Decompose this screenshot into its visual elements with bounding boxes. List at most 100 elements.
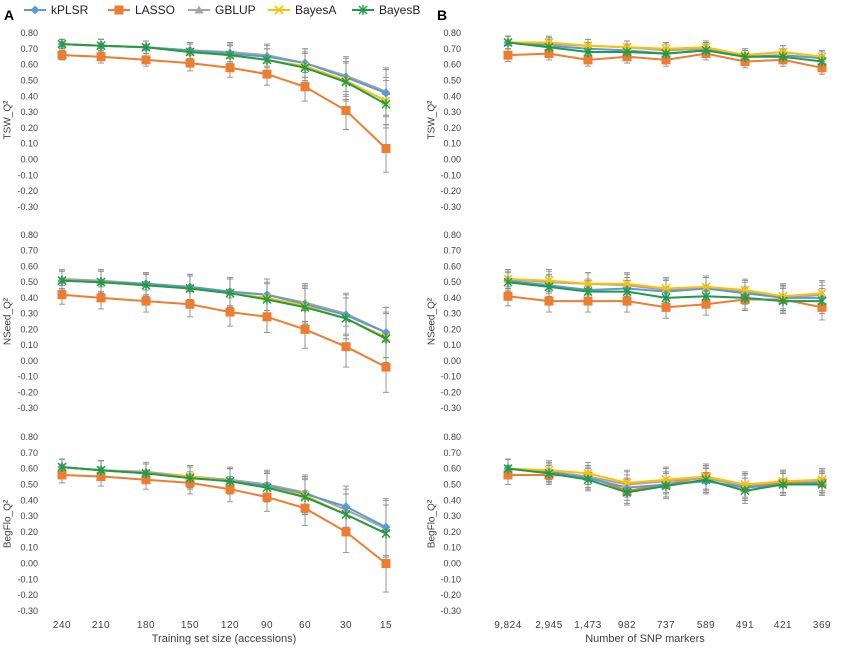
y-tick-label: 0.40: [20, 293, 38, 303]
legend-marker-bayesa: [274, 5, 284, 15]
subplot-a-1: 0.80 0.70 0.60 0.50 0.40 0.30 0.20 0.10 0.00 -0.1…: [3, 28, 391, 212]
legend-label-bayesa: BayesA: [295, 3, 336, 17]
series-bayesb: [503, 463, 827, 498]
data-point-bayesb: [96, 277, 106, 288]
y-tick-label: 0.20: [20, 527, 38, 537]
series-bayesb: [57, 275, 391, 344]
y-tick-label: 0.60: [443, 261, 461, 271]
y-tick-label: -0.30: [17, 202, 38, 212]
x-axis-label-b: Number of SNP markers: [585, 633, 705, 645]
data-point-bayesb: [141, 42, 151, 53]
data-point-bayesa: [622, 478, 632, 488]
data-point-lasso: [381, 143, 391, 153]
data-point-lasso: [341, 342, 351, 352]
series-bayesa: [57, 276, 391, 342]
series-line-kplsr: [61, 466, 387, 529]
data-point-bayesb: [817, 296, 827, 307]
data-point-lasso: [96, 472, 106, 482]
series-lasso: [57, 50, 391, 153]
data-point-bayesb: [503, 463, 513, 474]
data-point-bayesb: [185, 46, 195, 57]
x-tick-label: 9,824: [494, 620, 522, 631]
data-point-bayesb: [381, 99, 391, 110]
data-point-lasso: [661, 302, 671, 312]
panel-label-a: A: [4, 7, 14, 23]
data-point-lasso: [57, 50, 67, 60]
data-point-bayesb: [341, 313, 351, 324]
x-tick-label: 982: [618, 620, 636, 631]
x-tick-label: 120: [221, 620, 239, 631]
series-kplsr: [57, 39, 391, 98]
y-tick-label: 0.70: [443, 44, 461, 54]
y-tick-label: 0.00: [443, 559, 461, 569]
data-point-lasso: [96, 52, 106, 62]
legend-label-bayesb: BayesB: [379, 3, 420, 17]
legend-marker-bayesb: [358, 5, 368, 15]
data-point-lasso: [300, 324, 310, 334]
subplot-b-2: 0.80 0.70 0.60 0.50 0.40 0.30 0.20 0.10 0.00 -0.1…: [427, 230, 827, 413]
data-point-bayesb: [740, 485, 750, 496]
data-point-lasso: [381, 559, 391, 569]
y-tick-label: -0.20: [17, 590, 38, 600]
data-point-bayesb: [300, 302, 310, 313]
series-bayesb: [57, 39, 391, 110]
x-tick-label: 491: [736, 620, 754, 631]
data-point-lasso: [661, 55, 671, 65]
data-point-lasso: [185, 299, 195, 309]
series-bayesa: [57, 462, 391, 539]
series-bayesa: [503, 274, 827, 301]
y-tick-label: -0.20: [17, 387, 38, 397]
y-tick-label: 0.40: [20, 495, 38, 505]
data-point-bayesb: [661, 292, 671, 303]
plot-area: 0.80 0.70 0.60 0.50 0.40 0.30 0.20 0.10 0.00 -0.1…: [3, 28, 831, 631]
data-point-bayesb: [701, 474, 711, 485]
data-point-lasso: [225, 63, 235, 73]
data-point-bayesb: [661, 48, 671, 59]
y-tick-label: 0.30: [20, 107, 38, 117]
data-point-lasso: [583, 296, 593, 306]
series-line-lasso: [61, 293, 387, 368]
y-tick-label: 0.30: [443, 309, 461, 319]
data-point-lasso: [141, 475, 151, 485]
series-bayesa: [57, 39, 391, 106]
y-tick-label: 0.70: [443, 448, 461, 458]
y-tick-label: 0.20: [20, 324, 38, 334]
x-tick-label: 15: [380, 620, 392, 631]
series-lasso: [57, 470, 391, 569]
data-point-lasso: [225, 307, 235, 317]
data-point-bayesb: [141, 468, 151, 479]
x-tick-label: 589: [697, 620, 715, 631]
data-point-lasso: [583, 55, 593, 65]
data-point-kplsr: [381, 522, 391, 532]
data-point-bayesb: [381, 528, 391, 539]
data-point-bayesb: [96, 40, 106, 51]
y-tick-label: 0.70: [443, 246, 461, 256]
data-point-bayesa: [583, 468, 593, 478]
y-tick-label: 0.10: [443, 543, 461, 553]
data-point-lasso: [225, 484, 235, 494]
data-point-bayesb: [225, 288, 235, 299]
series-kplsr: [57, 276, 391, 338]
data-point-bayesb: [701, 45, 711, 56]
data-point-bayesb: [622, 286, 632, 297]
data-point-bayesb: [544, 42, 554, 53]
y-tick-label: -0.30: [17, 606, 38, 616]
data-point-bayesb: [57, 39, 67, 50]
y-tick-label: -0.30: [440, 606, 461, 616]
data-point-bayesa: [661, 283, 671, 294]
data-point-lasso: [141, 55, 151, 65]
data-point-lasso: [262, 312, 272, 322]
data-point-bayesb: [622, 46, 632, 57]
data-point-lasso: [817, 63, 827, 73]
data-point-bayesb: [57, 462, 67, 473]
y-tick-label: 0.80: [20, 28, 38, 38]
data-point-bayesa: [740, 479, 750, 490]
legend-label-kplsr: kPLSR: [51, 3, 89, 17]
data-point-bayesb: [262, 482, 272, 493]
y-tick-label: 0.20: [443, 123, 461, 133]
data-point-lasso: [262, 69, 272, 79]
x-tick-label: 240: [53, 620, 71, 631]
data-point-bayesb: [661, 481, 671, 492]
y-axis-label: BegFlo_Q²: [427, 499, 438, 548]
